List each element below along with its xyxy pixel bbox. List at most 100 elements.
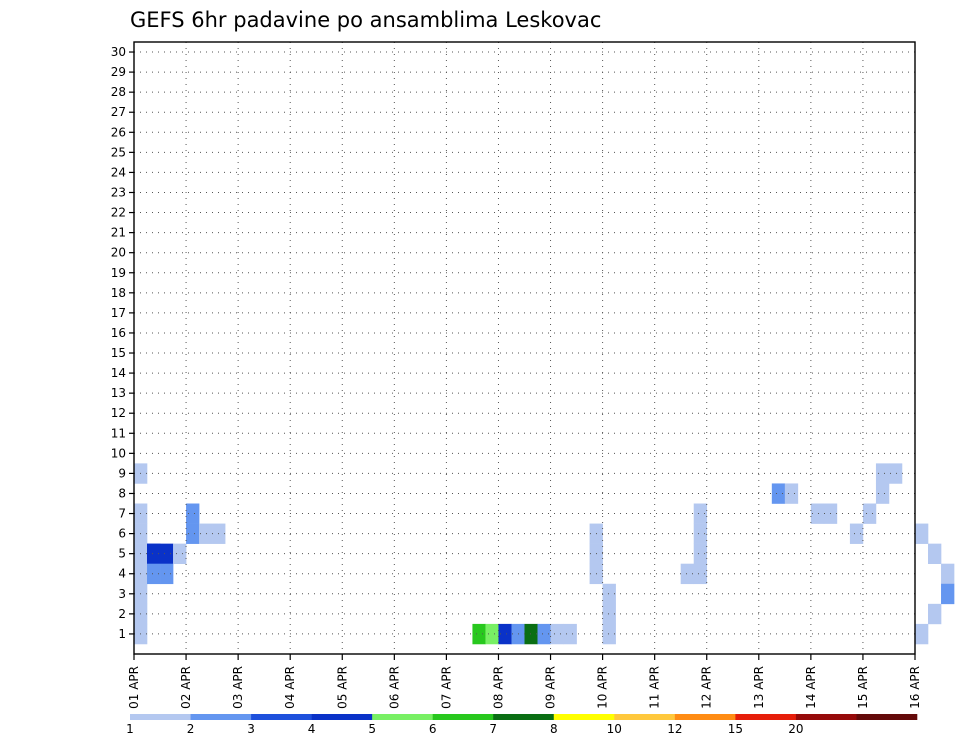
y-tick-label: 14 (111, 366, 126, 380)
y-tick-label: 12 (111, 406, 126, 420)
heatmap-cell (550, 623, 564, 645)
x-axis-ticks: 01 APR 02 APR 03 APR 04 APR 05 APR 06 APR 07 A… (127, 654, 922, 709)
y-tick-label: 22 (111, 206, 126, 220)
colorbar-swatch (735, 714, 797, 720)
heatmap-cell (173, 543, 187, 565)
y-tick-label: 1 (118, 627, 126, 641)
heatmap-cell (693, 503, 708, 524)
y-tick-label: 29 (111, 65, 126, 79)
heatmap-cell (199, 523, 213, 544)
colorbar-swatch (432, 714, 494, 720)
x-tick-label: 07 APR (439, 666, 453, 709)
heatmap-cell (784, 483, 799, 504)
heatmap-cell (915, 623, 929, 645)
y-tick-label: 28 (111, 85, 126, 99)
x-tick-label: 08 APR (491, 666, 505, 709)
x-tick-label: 11 APR (648, 666, 662, 709)
heatmap-cell (862, 503, 877, 524)
dotted-grid (134, 42, 915, 654)
y-tick-label: 7 (118, 507, 126, 521)
y-tick-label: 11 (111, 426, 126, 440)
heatmap-cell (472, 623, 486, 645)
colorbar-swatch (553, 714, 615, 720)
x-tick-label: 15 APR (856, 666, 870, 709)
heatmap-cell (147, 543, 161, 565)
colorbar: 1 2 3 4 5 6 7 8 10 12 15 20 (126, 714, 918, 736)
chart-title: GEFS 6hr padavine po ansamblima Leskovac (130, 8, 601, 32)
colorbar-label: 3 (247, 722, 255, 736)
x-tick-label: 09 APR (544, 666, 558, 709)
heatmap-cell (147, 563, 161, 585)
x-tick-label: 16 APR (908, 666, 922, 709)
x-tick-label: 14 APR (804, 666, 818, 709)
x-tick-label: 06 APR (387, 666, 401, 709)
x-tick-label: 03 APR (231, 666, 245, 709)
colorbar-swatch (674, 714, 736, 720)
heatmap-cell (849, 523, 864, 544)
heatmap-cell (928, 543, 942, 565)
y-tick-label: 2 (118, 607, 126, 621)
colorbar-swatch (493, 714, 555, 720)
x-tick-label: 10 APR (596, 666, 610, 709)
y-tick-label: 17 (111, 306, 126, 320)
colorbar-label: 6 (429, 722, 437, 736)
heatmap-cell (563, 623, 577, 645)
y-tick-label: 6 (118, 527, 126, 541)
y-axis-ticks: 1234567891011121314151617181920212223242… (111, 45, 134, 641)
colorbar-label: 8 (550, 722, 558, 736)
heatmap-cell (537, 623, 551, 645)
heatmap-cell (186, 503, 200, 524)
y-tick-label: 10 (111, 446, 126, 460)
x-tick-label: 12 APR (700, 666, 714, 709)
heatmap-cell (602, 603, 616, 625)
x-tick-label: 04 APR (283, 666, 297, 709)
y-tick-label: 5 (118, 547, 126, 561)
heatmap-cell (810, 503, 825, 524)
heatmap-cell (693, 523, 708, 544)
y-tick-label: 18 (111, 286, 126, 300)
heatmap-cell (941, 583, 955, 605)
heatmap-cell (160, 543, 174, 565)
colorbar-swatch (372, 714, 433, 720)
heatmap-cell (928, 603, 942, 625)
y-tick-label: 30 (111, 45, 126, 59)
heatmap-cells (134, 463, 955, 645)
colorbar-label: 10 (607, 722, 622, 736)
heatmap-cell (941, 563, 955, 585)
plot-frame (133, 41, 916, 655)
heatmap-cell (160, 563, 174, 585)
heatmap-cell (875, 463, 890, 484)
heatmap-cell (693, 563, 708, 585)
heatmap-cell (602, 583, 616, 605)
heatmap-cell (186, 523, 200, 544)
colorbar-swatch (251, 714, 312, 720)
colorbar-label: 7 (489, 722, 497, 736)
x-tick-label: 05 APR (335, 666, 349, 709)
heatmap-cell (771, 483, 786, 504)
y-tick-label: 8 (118, 486, 126, 500)
colorbar-label: 2 (187, 722, 195, 736)
colorbar-label: 20 (788, 722, 803, 736)
colorbar-swatch (311, 714, 373, 720)
colorbar-label: 15 (728, 722, 743, 736)
heatmap-cell (524, 623, 538, 645)
colorbar-label: 5 (368, 722, 376, 736)
y-tick-label: 25 (111, 145, 126, 159)
x-tick-label: 13 APR (752, 666, 766, 709)
colorbar-swatch (795, 714, 857, 720)
y-tick-label: 13 (111, 386, 126, 400)
heatmap-cell (498, 623, 512, 645)
y-tick-label: 26 (111, 125, 126, 139)
colorbar-label: 4 (308, 722, 316, 736)
colorbar-swatch (130, 714, 191, 720)
x-tick-label: 01 APR (127, 666, 141, 709)
heatmap-cell (875, 483, 890, 504)
y-tick-label: 19 (111, 266, 126, 280)
y-tick-label: 20 (111, 246, 126, 260)
y-tick-label: 23 (111, 185, 126, 199)
heatmap-cell (888, 463, 903, 484)
heatmap-cell (680, 563, 695, 585)
y-tick-label: 9 (118, 466, 126, 480)
y-tick-label: 4 (118, 567, 126, 581)
